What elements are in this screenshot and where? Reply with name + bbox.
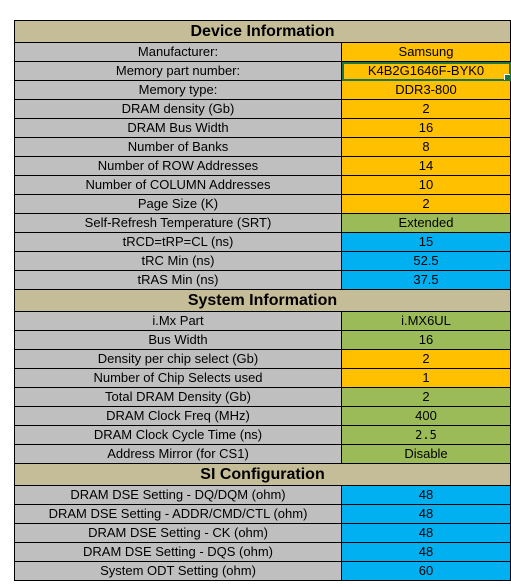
table-row: DRAM DSE Setting - DQ/DQM (ohm) 48	[14, 485, 511, 505]
field-label-cell[interactable]: tRC Min (ns)	[14, 251, 342, 271]
field-value-cell[interactable]: 48	[341, 504, 511, 524]
field-label-cell[interactable]: DRAM DSE Setting - DQ/DQM (ohm)	[14, 485, 342, 505]
field-value-cell[interactable]: 2	[341, 349, 511, 369]
table-row: tRCD=tRP=CL (ns) 15	[14, 232, 511, 252]
field-value-cell[interactable]: K4B2G1646F-BYK0	[341, 61, 511, 81]
table-row: Number of ROW Addresses 14	[14, 156, 511, 176]
si-configuration-header: SI Configuration	[14, 463, 511, 486]
table-row: tRAS Min (ns) 37.5	[14, 270, 511, 290]
field-value-cell[interactable]: i.MX6UL	[341, 311, 511, 331]
system-information-header: System Information	[14, 289, 511, 312]
table-row: DRAM DSE Setting - CK (ohm) 48	[14, 523, 511, 543]
field-label-cell[interactable]: DRAM DSE Setting - ADDR/CMD/CTL (ohm)	[14, 504, 342, 524]
field-label-cell[interactable]: System ODT Setting (ohm)	[14, 561, 342, 581]
table-row: DRAM Bus Width 16	[14, 118, 511, 138]
field-label-cell[interactable]: DRAM DSE Setting - DQS (ohm)	[14, 542, 342, 562]
table-row: Memory part number: K4B2G1646F-BYK0	[14, 61, 511, 81]
field-label-cell[interactable]: DRAM DSE Setting - CK (ohm)	[14, 523, 342, 543]
field-label-cell[interactable]: Memory type:	[14, 80, 342, 100]
field-value-cell[interactable]: 2	[341, 387, 511, 407]
field-value-cell[interactable]: 8	[341, 137, 511, 157]
field-value-cell[interactable]: 10	[341, 175, 511, 195]
table-row: Density per chip select (Gb) 2	[14, 349, 511, 369]
field-label-cell[interactable]: DRAM Clock Freq (MHz)	[14, 406, 342, 426]
field-label-cell[interactable]: DRAM Bus Width	[14, 118, 342, 138]
table-row: DRAM DSE Setting - ADDR/CMD/CTL (ohm) 48	[14, 504, 511, 524]
table-row: Number of COLUMN Addresses 10	[14, 175, 511, 195]
field-label-cell[interactable]: DRAM Clock Cycle Time (ns)	[14, 425, 342, 445]
field-value-cell[interactable]: 48	[341, 523, 511, 543]
table-row: DRAM Clock Freq (MHz) 400	[14, 406, 511, 426]
field-value-cell[interactable]: 1	[341, 368, 511, 388]
table-row: Page Size (K) 2	[14, 194, 511, 214]
table-row: DRAM Clock Cycle Time (ns) 2.5	[14, 425, 511, 445]
table-row: Number of Banks 8	[14, 137, 511, 157]
field-value-cell[interactable]: 48	[341, 542, 511, 562]
field-label-cell[interactable]: Self-Refresh Temperature (SRT)	[14, 213, 342, 233]
field-value-cell[interactable]: 2.5	[341, 425, 511, 445]
table-row: System ODT Setting (ohm) 60	[14, 561, 511, 581]
table-row: Number of Chip Selects used 1	[14, 368, 511, 388]
device-information-title[interactable]: Device Information	[14, 20, 511, 43]
table-row: DRAM density (Gb) 2	[14, 99, 511, 119]
table-row: DRAM DSE Setting - DQS (ohm) 48	[14, 542, 511, 562]
field-label-cell[interactable]: Memory part number:	[14, 61, 342, 81]
dram-config-sheet: Device Information Manufacturer: Samsung Me…	[14, 20, 511, 581]
field-value-cell[interactable]: 16	[341, 330, 511, 350]
field-value-cell[interactable]: 15	[341, 232, 511, 252]
field-value-cell[interactable]: 400	[341, 406, 511, 426]
field-label-cell[interactable]: Number of COLUMN Addresses	[14, 175, 342, 195]
field-value-cell[interactable]: 48	[341, 485, 511, 505]
field-value-cell[interactable]: DDR3-800	[341, 80, 511, 100]
field-value-cell[interactable]: 52.5	[341, 251, 511, 271]
field-value-cell[interactable]: 37.5	[341, 270, 511, 290]
field-label-cell[interactable]: tRAS Min (ns)	[14, 270, 342, 290]
table-row: Self-Refresh Temperature (SRT) Extended	[14, 213, 511, 233]
field-label-cell[interactable]: tRCD=tRP=CL (ns)	[14, 232, 342, 252]
field-label-cell[interactable]: Address Mirror (for CS1)	[14, 444, 342, 464]
table-row: tRC Min (ns) 52.5	[14, 251, 511, 271]
fill-handle[interactable]	[504, 74, 510, 80]
field-value-cell[interactable]: 16	[341, 118, 511, 138]
table-row: Manufacturer: Samsung	[14, 42, 511, 62]
field-label-cell[interactable]: Number of Chip Selects used	[14, 368, 342, 388]
field-label-cell[interactable]: Total DRAM Density (Gb)	[14, 387, 342, 407]
field-label-cell[interactable]: Bus Width	[14, 330, 342, 350]
table-row: Total DRAM Density (Gb) 2	[14, 387, 511, 407]
field-label-cell[interactable]: Manufacturer:	[14, 42, 342, 62]
field-value-cell[interactable]: Disable	[341, 444, 511, 464]
field-label-cell[interactable]: Density per chip select (Gb)	[14, 349, 342, 369]
field-label-cell[interactable]: i.Mx Part	[14, 311, 342, 331]
si-configuration-title[interactable]: SI Configuration	[14, 463, 511, 486]
field-label-cell[interactable]: Page Size (K)	[14, 194, 342, 214]
table-row: Bus Width 16	[14, 330, 511, 350]
table-row: i.Mx Part i.MX6UL	[14, 311, 511, 331]
field-label-cell[interactable]: Number of Banks	[14, 137, 342, 157]
table-row: Memory type: DDR3-800	[14, 80, 511, 100]
device-information-header: Device Information	[14, 20, 511, 43]
field-value-cell[interactable]: 14	[341, 156, 511, 176]
system-information-title[interactable]: System Information	[14, 289, 511, 312]
field-value-cell[interactable]: Samsung	[341, 42, 511, 62]
field-value-cell[interactable]: Extended	[341, 213, 511, 233]
table-row: Address Mirror (for CS1) Disable	[14, 444, 511, 464]
field-label-cell[interactable]: DRAM density (Gb)	[14, 99, 342, 119]
field-value-cell[interactable]: 2	[341, 194, 511, 214]
field-value-cell[interactable]: 2	[341, 99, 511, 119]
field-value-cell[interactable]: 60	[341, 561, 511, 581]
field-label-cell[interactable]: Number of ROW Addresses	[14, 156, 342, 176]
